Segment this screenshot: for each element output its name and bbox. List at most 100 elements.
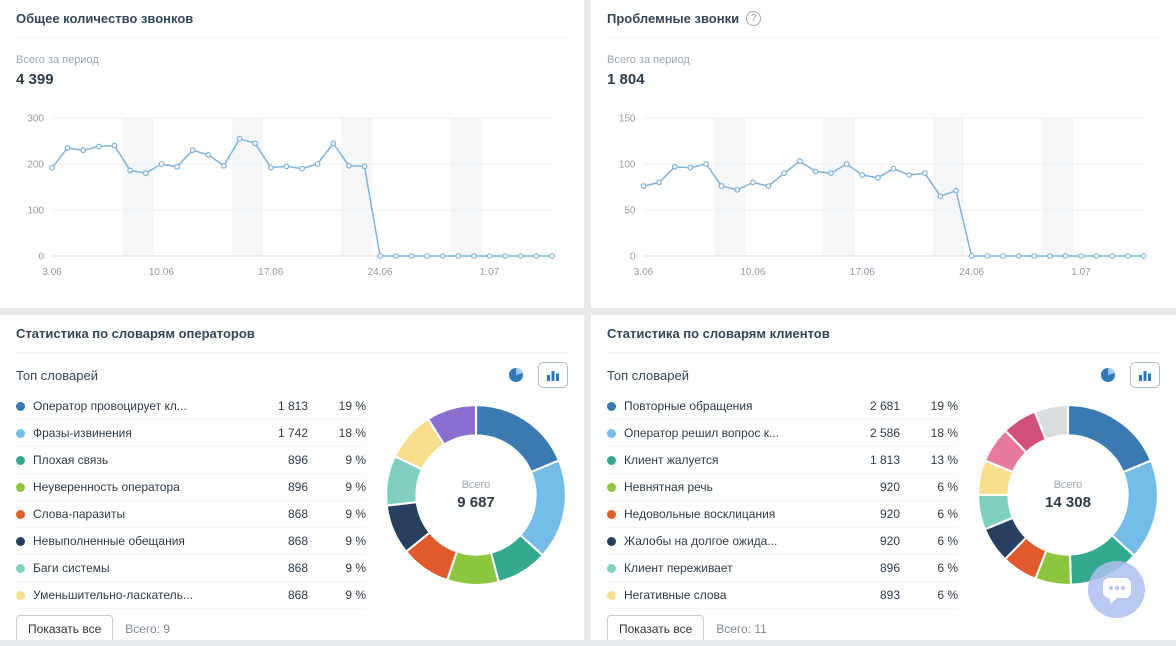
dictionary-percent: 18 % — [338, 426, 366, 440]
legend-dot — [607, 509, 616, 519]
dictionary-label: Клиент переживает — [624, 561, 733, 575]
chat-widget-button[interactable] — [1088, 561, 1145, 618]
bar-chart-icon — [547, 371, 559, 381]
panel-title: Статистика по словарям клиентов — [607, 326, 830, 341]
dictionary-percent: 9 % — [345, 507, 366, 521]
svg-text:0: 0 — [38, 252, 44, 263]
legend-dot — [607, 563, 616, 573]
svg-text:0: 0 — [630, 252, 636, 263]
dictionary-count: 896 — [879, 561, 900, 575]
period-total: 1 804 — [607, 71, 645, 88]
dictionary-count: 868 — [287, 507, 308, 521]
panel-header: Статистика по словарям клиентов — [607, 315, 1160, 353]
list-and-chart: Оператор провоцирует кл... 1 813 19 % Фразы… — [16, 393, 568, 609]
dictionary-row[interactable]: Клиент переживает 896 6 % — [607, 555, 958, 582]
show-all-button[interactable]: Показать все — [16, 615, 114, 640]
legend-dot — [607, 536, 616, 546]
legend-dot — [16, 536, 25, 546]
dictionary-row[interactable]: Оператор решил вопрос к... 2 586 18 % — [607, 420, 958, 447]
dictionary-row[interactable]: Негативные слова 893 6 % — [607, 582, 958, 609]
dictionary-count: 1 813 — [277, 399, 308, 413]
dictionary-row[interactable]: Оператор провоцирует кл... 1 813 19 % — [16, 393, 366, 420]
period-summary: Всего за период 4 399 — [16, 54, 568, 88]
legend-dot — [16, 455, 25, 465]
legend-dot — [607, 482, 616, 492]
dictionary-label: Оператор решил вопрос к... — [624, 426, 779, 440]
pie-chart-icon — [1101, 367, 1115, 382]
dictionary-row[interactable]: Плохая связь 896 9 % — [16, 447, 366, 474]
show-all-button[interactable]: Показать все — [607, 615, 705, 640]
problem-calls-line-chart: 0 50 100 150 3.06 10.06 17.06 24.06 1.07 — [619, 114, 1147, 278]
dictionary-row[interactable]: Фразы-извинения 1 742 18 % — [16, 420, 366, 447]
dictionary-count: 920 — [879, 480, 900, 494]
dictionary-count: 893 — [879, 588, 900, 602]
dictionary-percent: 6 % — [937, 561, 958, 575]
legend-dot — [607, 401, 616, 411]
legend-dot — [16, 590, 25, 600]
dictionary-row[interactable]: Клиент жалуется 1 813 13 % — [607, 447, 958, 474]
legend-dot — [607, 590, 616, 600]
panel-footer: Показать все Всего: 9 — [16, 615, 568, 640]
chat-bubble-icon — [1103, 578, 1131, 604]
list-and-chart: Повторные обращения 2 681 19 % Оператор реш… — [607, 393, 1160, 609]
dictionary-row[interactable]: Слова-паразиты 868 9 % — [16, 501, 366, 528]
dictionary-label: Клиент жалуется — [624, 453, 719, 467]
bar-view-button[interactable] — [1130, 362, 1160, 388]
dictionary-row[interactable]: Повторные обращения 2 681 19 % — [607, 393, 958, 420]
svg-text:100: 100 — [27, 206, 44, 217]
footer-total: Всего: 9 — [125, 622, 171, 636]
dictionary-label: Жалобы на долгое ожида... — [624, 534, 778, 548]
svg-text:10.06: 10.06 — [740, 267, 765, 278]
dictionary-row[interactable]: Уменьшительно-ласкатель... 868 9 % — [16, 582, 366, 609]
dictionary-row[interactable]: Невыполненные обещания 868 9 % — [16, 528, 366, 555]
list-controls: Топ словарей — [607, 361, 1160, 389]
dictionary-count: 896 — [287, 453, 308, 467]
dictionary-row[interactable]: Неуверенность оператора 896 9 % — [16, 474, 366, 501]
dictionary-label: Негативные слова — [624, 588, 727, 602]
pie-view-button[interactable] — [501, 362, 531, 388]
dictionary-label: Повторные обращения — [624, 399, 753, 413]
dictionary-count: 896 — [287, 480, 308, 494]
dictionary-label: Слова-паразиты — [33, 507, 126, 521]
dictionary-row[interactable]: Баги системы 868 9 % — [16, 555, 366, 582]
legend-dot — [16, 563, 25, 573]
dictionary-percent: 9 % — [345, 480, 366, 494]
chart-view-toggle — [501, 362, 568, 388]
svg-text:150: 150 — [619, 114, 636, 125]
dictionary-percent: 13 % — [930, 453, 958, 467]
client-dictionaries-donut-chart — [977, 404, 1159, 586]
dictionary-row[interactable]: Недовольные восклицания 920 6 % — [607, 501, 958, 528]
legend-dot — [607, 428, 616, 438]
dictionary-percent: 6 % — [937, 507, 958, 521]
period-total: 4 399 — [16, 71, 54, 88]
dictionary-label: Плохая связь — [33, 453, 109, 467]
footer-total: Всего: 11 — [716, 622, 767, 636]
svg-text:17.06: 17.06 — [850, 267, 875, 278]
period-summary: Всего за период 1 804 — [607, 54, 1160, 88]
dictionary-label: Уменьшительно-ласкатель... — [33, 588, 193, 602]
dictionary-row[interactable]: Невнятная речь 920 6 % — [607, 474, 958, 501]
pie-view-button[interactable] — [1093, 362, 1123, 388]
dictionary-label: Баги системы — [33, 561, 110, 575]
svg-text:17.06: 17.06 — [258, 267, 283, 278]
dictionary-percent: 6 % — [937, 588, 958, 602]
panel-total-calls: Общее количество звонков Всего за период… — [0, 0, 584, 308]
total-calls-line-chart: 0 100 200 300 3.06 10.06 17.06 24.06 1.07 — [27, 114, 555, 278]
donut-chart-wrap: Всего 9 687 — [384, 403, 568, 587]
legend-dot — [16, 509, 25, 519]
panel-title: Статистика по словарям операторов — [16, 326, 255, 341]
dictionary-row[interactable]: Жалобы на долгое ожида... 920 6 % — [607, 528, 958, 555]
dictionary-label: Невыполненные обещания — [33, 534, 185, 548]
help-icon[interactable]: ? — [746, 11, 762, 26]
dictionary-count: 920 — [879, 507, 900, 521]
svg-text:100: 100 — [619, 160, 636, 171]
chart-view-toggle — [1093, 362, 1160, 388]
dictionary-count: 2 681 — [869, 399, 900, 413]
dictionary-percent: 9 % — [345, 534, 366, 548]
dictionary-percent: 6 % — [937, 534, 958, 548]
svg-text:24.06: 24.06 — [368, 267, 393, 278]
dictionary-percent: 9 % — [345, 561, 366, 575]
bar-view-button[interactable] — [538, 362, 568, 388]
svg-text:3.06: 3.06 — [634, 267, 654, 278]
